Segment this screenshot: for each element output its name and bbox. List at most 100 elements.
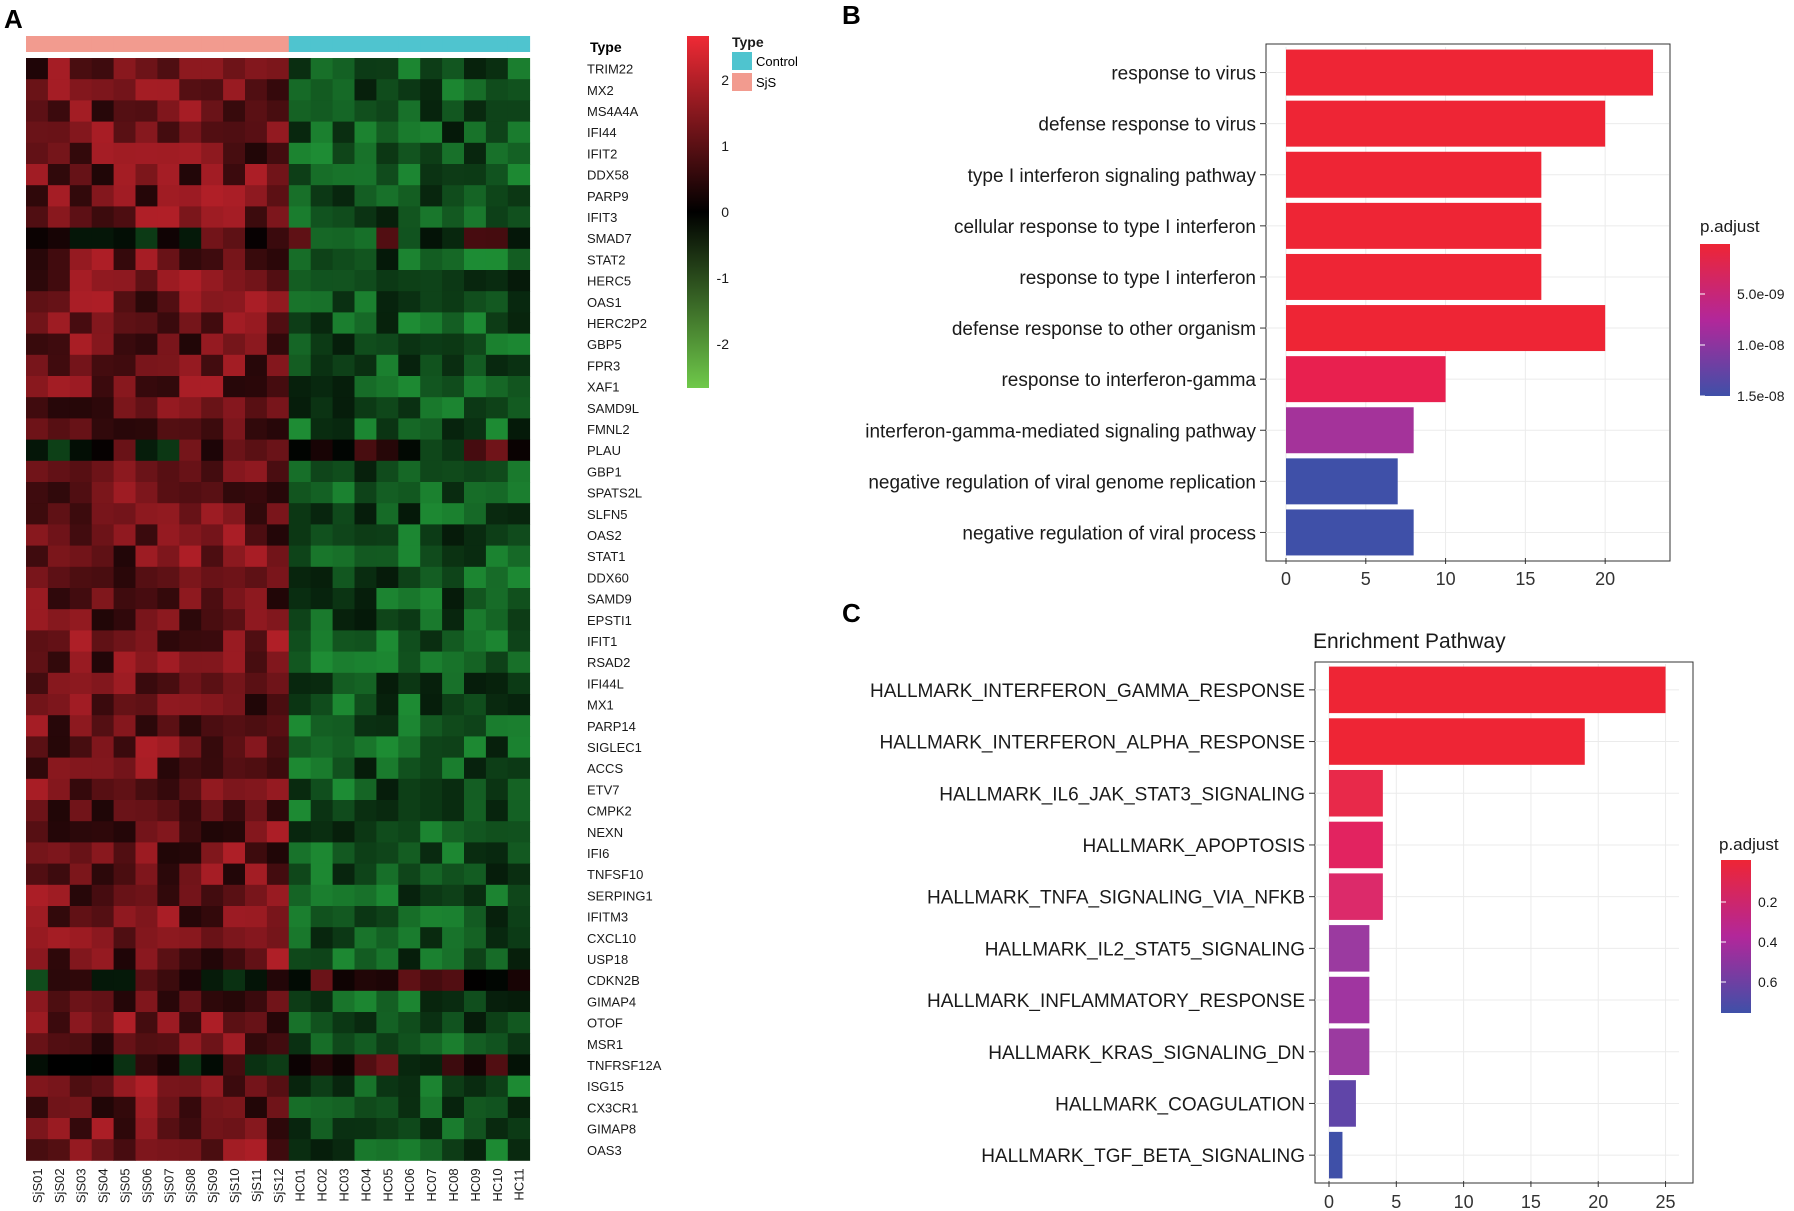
heatmap-cell: [354, 312, 377, 334]
heatmap-cell: [26, 185, 49, 207]
annotation-cell: [376, 36, 399, 52]
heatmap-cell: [201, 185, 224, 207]
heatmap-cell: [47, 185, 71, 207]
heatmap-cell: [507, 927, 531, 949]
heatmap-cell: [69, 821, 93, 843]
heatmap-cell: [223, 842, 246, 864]
heatmap-cell: [69, 757, 93, 780]
sample-label: HC01: [293, 1168, 308, 1201]
bar: [1286, 509, 1414, 556]
heatmap-cell: [442, 990, 465, 1013]
heatmap-cell: [376, 503, 399, 525]
heatmap-cell: [288, 248, 312, 271]
heatmap-cell: [113, 418, 136, 440]
heatmap-cell: [507, 1012, 531, 1034]
heatmap-cell: [157, 460, 180, 483]
heatmap-cell: [113, 58, 136, 80]
heatmap-cell: [179, 927, 202, 949]
heatmap-cell: [157, 142, 180, 165]
heatmap-cell: [69, 884, 93, 907]
heatmap-cell: [266, 1033, 290, 1055]
heatmap-cell: [354, 736, 377, 758]
heatmap-cell: [223, 164, 246, 186]
heatmap-cell: [485, 142, 509, 165]
heatmap-cell: [201, 948, 224, 970]
heatmap-cell: [201, 482, 224, 504]
heatmap-cell: [201, 333, 224, 356]
heatmap-cell: [464, 757, 487, 780]
heatmap-cell: [47, 821, 71, 843]
heatmap-cell: [442, 884, 465, 907]
heatmap-cell: [113, 545, 136, 568]
heatmap-cell: [69, 651, 93, 674]
heatmap-cell: [135, 1139, 158, 1161]
heatmap-cell: [376, 736, 399, 758]
heatmap-cell: [69, 1012, 93, 1034]
heatmap-cell: [310, 1033, 333, 1055]
heatmap-cell: [223, 100, 246, 122]
heatmap-cell: [332, 778, 355, 801]
heatmap-cell: [113, 333, 136, 356]
heatmap-cell: [179, 821, 202, 843]
heatmap-cell: [69, 672, 93, 695]
heatmap-cell: [507, 884, 531, 907]
heatmap-cell: [91, 566, 114, 589]
heatmap-cell: [354, 778, 377, 801]
heatmap-cell: [26, 906, 49, 928]
heatmap-cell: [135, 630, 158, 652]
heatmap-cell: [201, 969, 224, 992]
heatmap-cell: [398, 376, 421, 398]
heatmap-cell: [310, 460, 333, 483]
category-label: HALLMARK_INTERFERON_ALPHA_RESPONSE: [879, 733, 1305, 754]
category-label: HALLMARK_IL2_STAT5_SIGNALING: [985, 939, 1305, 960]
heatmap-cell: [398, 990, 421, 1013]
heatmap-cell: [223, 1075, 246, 1098]
heatmap-cell: [201, 545, 224, 568]
gene-label: IFIT1: [587, 634, 617, 649]
heatmap-cell: [179, 482, 202, 504]
heatmap-cell: [135, 884, 158, 907]
heatmap-cell: [332, 185, 355, 207]
heatmap-cell: [376, 1096, 399, 1119]
heatmap-cell: [485, 248, 509, 271]
heatmap-cell: [420, 142, 443, 165]
heatmap-cell: [201, 503, 224, 525]
heatmap-cell: [266, 185, 290, 207]
heatmap-cell: [223, 821, 246, 843]
heatmap-cell: [245, 206, 268, 228]
heatmap-cell: [47, 1012, 71, 1034]
heatmap-cell: [69, 1118, 93, 1140]
heatmap-cell: [332, 503, 355, 525]
gene-label: SERPING1: [587, 888, 653, 903]
heatmap-cell: [245, 948, 268, 970]
heatmap-cell: [288, 418, 312, 440]
heatmap-cell: [91, 312, 114, 334]
heatmap-cell: [113, 927, 136, 949]
heatmap-cell: [135, 376, 158, 398]
heatmap-cell: [113, 397, 136, 419]
heatmap-cell: [376, 884, 399, 907]
heatmap-cell: [354, 376, 377, 398]
heatmap-cell: [201, 630, 224, 652]
heatmap-cell: [26, 354, 49, 377]
heatmap-cell: [245, 588, 268, 610]
heatmap-cell: [157, 630, 180, 652]
heatmap-cell: [91, 460, 114, 483]
heatmap-cell: [26, 736, 49, 758]
heatmap-cell: [135, 121, 158, 144]
heatmap-cell: [91, 927, 114, 949]
heatmap-cell: [376, 757, 399, 780]
gene-label: FMNL2: [587, 422, 630, 437]
heatmap-cell: [135, 651, 158, 674]
sample-label: SjS01: [30, 1168, 45, 1203]
heatmap-cell: [420, 270, 443, 292]
heatmap-cell: [266, 354, 290, 377]
heatmap-cell: [157, 588, 180, 610]
heatmap-cell: [179, 1033, 202, 1055]
heatmap-cell: [332, 630, 355, 652]
heatmap-cell: [201, 694, 224, 716]
heatmap-cell: [91, 376, 114, 398]
gene-label: IFIT3: [587, 210, 617, 225]
heatmap-cell: [288, 778, 312, 801]
